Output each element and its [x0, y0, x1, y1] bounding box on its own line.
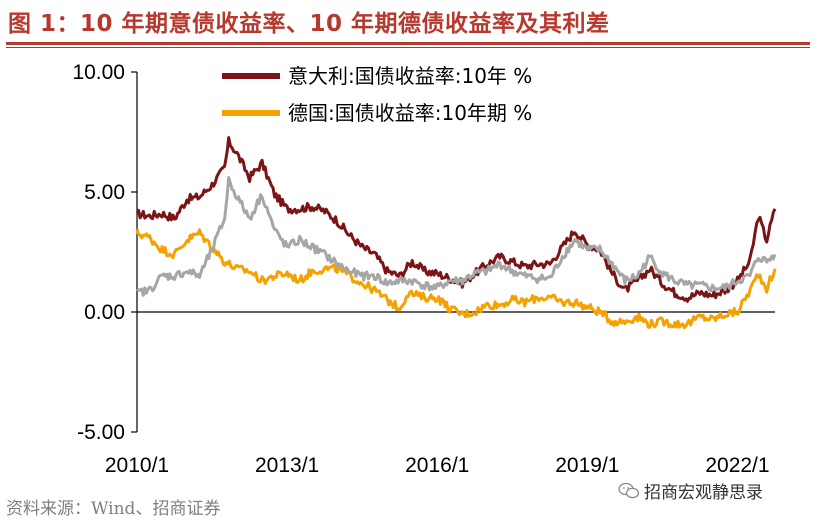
legend-label: 意大利:国债收益率:10年 % — [288, 64, 532, 88]
x-tick-label: 2016/1 — [405, 454, 469, 477]
series-line-1 — [135, 228, 777, 330]
y-tick-label: 5.00 — [84, 181, 125, 204]
watermark-text: 招商宏观静思录 — [644, 483, 763, 503]
chart-title: 图 1：10 年期意债收益率、10 年期德债收益率及其利差 — [8, 11, 610, 37]
source-note: 资料来源：Wind、招商证券 — [6, 499, 221, 519]
y-tick-label: -5.00 — [77, 421, 125, 444]
legend-label: 德国:国债收益率:10年期 % — [288, 101, 532, 125]
x-tick-label: 2013/1 — [255, 454, 319, 477]
x-tick-label: 2019/1 — [555, 454, 619, 477]
series-layer — [135, 136, 777, 330]
x-tick-label: 2010/1 — [105, 454, 169, 477]
wechat-icon — [618, 482, 640, 498]
title-rule-thin — [6, 47, 810, 48]
x-tick-label: 2022/1 — [705, 454, 769, 477]
title-rule — [6, 42, 810, 45]
watermark: 招商宏观静思录 — [618, 478, 763, 503]
series-line-2 — [136, 176, 777, 297]
chart-legend: 意大利:国债收益率:10年 % 德国:国债收益率:10年期 % — [222, 64, 532, 125]
y-tick-label: 0.00 — [84, 301, 125, 324]
chart-axes: 10.00 5.00 0.00 -5.00 2010/1 2013/1 2016/1 2019… — [72, 61, 775, 477]
y-tick-label: 10.00 — [72, 61, 125, 84]
